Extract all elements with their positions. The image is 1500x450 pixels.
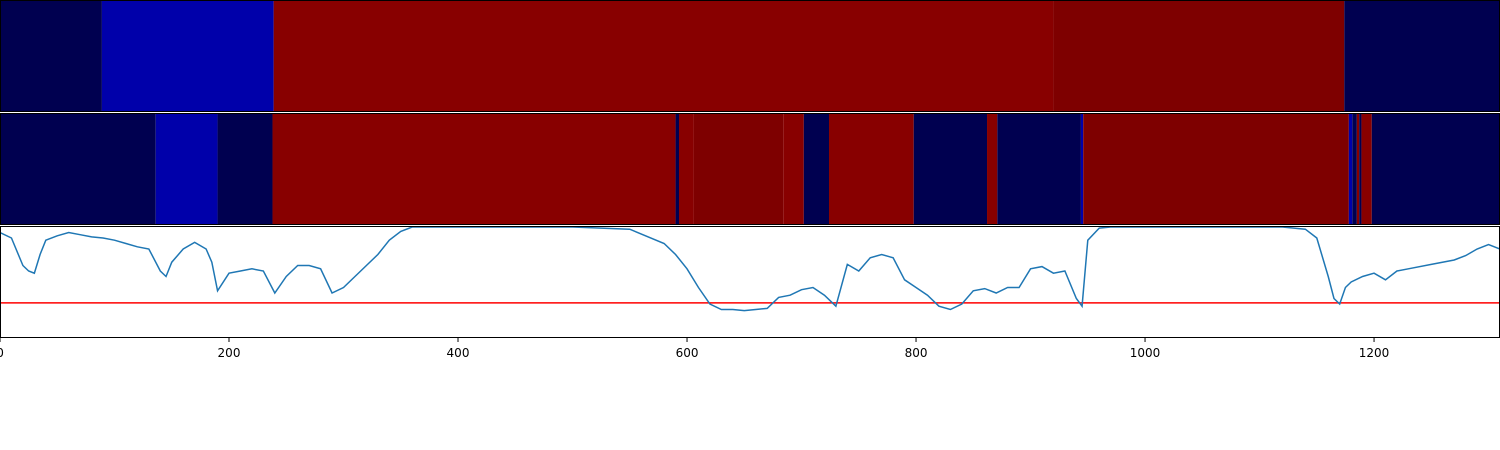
track-2-segment [1080,114,1084,225]
track-2-segment [1361,114,1372,225]
x-tick-label: 1200 [1359,346,1390,360]
track-1-segment [0,1,102,112]
track-2-segment [1083,114,1349,225]
track-2-segment [1352,114,1357,225]
track-2-segment [1359,114,1362,225]
track-1-segment [1053,1,1345,112]
track-2-segment [997,114,1081,225]
heatmap-track-2 [0,114,1500,225]
track-2-segment [693,114,784,225]
line-plot-background [0,226,1500,337]
x-tick-label: 1000 [1130,346,1161,360]
track-2-segment [783,114,804,225]
line-plot [0,226,1500,338]
track-1-segment [273,1,1054,112]
x-tick-label: 800 [905,346,928,360]
track-2-segment [155,114,218,225]
track-2-segment [1371,114,1500,225]
track-1-segment [1344,1,1500,112]
track-2-segment [913,114,988,225]
x-tick-label: 600 [676,346,699,360]
track-2-segment [829,114,914,225]
track-2-segment [0,114,156,225]
x-tick-label: 0 [0,346,4,360]
track-1-segment [101,1,274,112]
x-tick-label: 200 [218,346,241,360]
track-2-segment [679,114,694,225]
track-2-segment [1348,114,1353,225]
x-tick-label: 400 [447,346,470,360]
track-2-segment [217,114,273,225]
track-2-segment [803,114,830,225]
track-2-segment [1356,114,1360,225]
track-2-segment [675,114,680,225]
heatmap-track-1 [0,1,1500,112]
x-axis: 0 200 400 600 800 1000 1200 [0,337,1389,360]
track-2-segment [272,114,676,225]
track-2-segment [987,114,998,225]
